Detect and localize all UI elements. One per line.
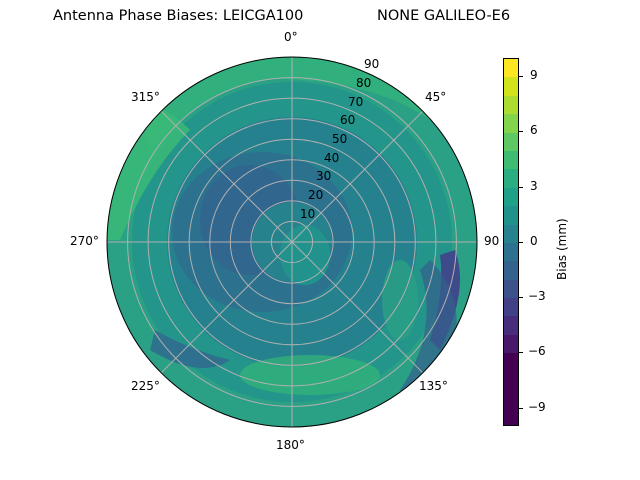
colorbar <box>503 58 519 426</box>
chart-title: Antenna Phase Biases: LEICGA100 NONE GAL… <box>0 8 580 56</box>
radial-label-30: 30 <box>316 169 332 183</box>
chart-title-signal: NONE GALILEO-E6 <box>377 8 511 24</box>
polar-frame <box>106 56 478 428</box>
colorbar-tick-neg6: −6 <box>528 344 546 358</box>
angle-label-180: 180° <box>276 438 305 452</box>
radial-label-50: 50 <box>332 132 348 146</box>
angle-label-315: 315° <box>131 90 160 104</box>
radial-label-80: 80 <box>356 76 372 90</box>
angle-label-90: 90 <box>484 234 500 248</box>
radial-label-10: 10 <box>300 207 316 221</box>
radial-label-40: 40 <box>324 151 340 165</box>
colorbar-tick-neg3: −3 <box>528 289 546 303</box>
radial-label-90: 90 <box>364 57 380 71</box>
colorbar-tick-3: 3 <box>530 179 538 193</box>
chart-title-antenna: Antenna Phase Biases: LEICGA100 <box>53 8 304 24</box>
colorbar-tick-0: 0 <box>530 234 538 248</box>
angle-label-45: 45° <box>425 90 447 104</box>
polar-grid <box>107 57 477 427</box>
angle-label-135: 135° <box>419 379 448 393</box>
radial-label-70: 70 <box>348 95 364 109</box>
angle-label-0: 0° <box>284 30 298 44</box>
colorbar-tick-6: 6 <box>530 123 538 137</box>
colorbar-label: Bias (mm) <box>555 218 569 280</box>
colorbar-tick-neg9: −9 <box>528 400 546 414</box>
radial-label-20: 20 <box>308 188 324 202</box>
angle-label-225: 225° <box>131 379 160 393</box>
colorbar-tick-9: 9 <box>530 68 538 82</box>
radial-label-60: 60 <box>340 113 356 127</box>
angle-label-270: 270° <box>70 234 99 248</box>
